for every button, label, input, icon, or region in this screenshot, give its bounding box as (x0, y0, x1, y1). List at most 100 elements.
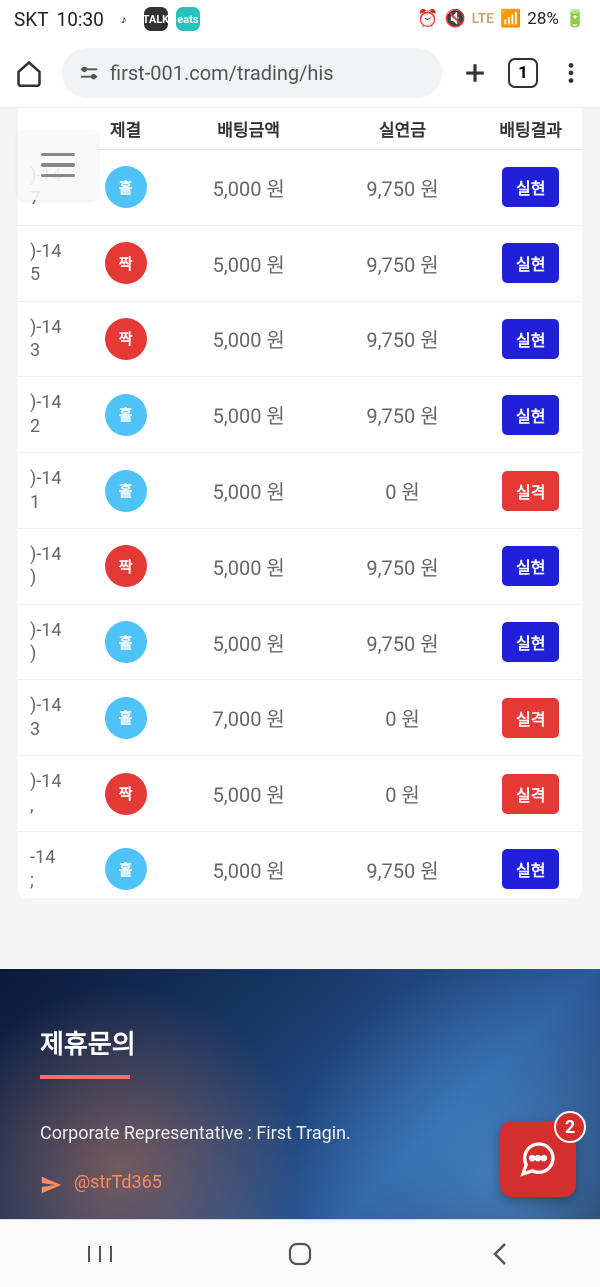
bet-chip: 홀 (105, 470, 147, 512)
bet-chip: 짝 (105, 318, 147, 360)
cell-payout: 9,750 원 (326, 150, 480, 226)
status-bar: SKT 10:30 ♪ TALK eats ⏰ 🔇 LTE 📶 28% 🔋 (0, 0, 600, 38)
th-result: 배팅결과 (479, 108, 582, 150)
cell-payout: 9,750 원 (326, 301, 480, 377)
cell-bet: 5,000 원 (172, 225, 326, 301)
tab-count[interactable]: 1 (508, 58, 538, 88)
bet-chip: 짝 (105, 545, 147, 587)
chat-icon (518, 1139, 558, 1179)
cell-payout: 9,750 원 (326, 832, 480, 898)
cell-date: )-145 (18, 225, 80, 301)
cell-date: )-142 (18, 377, 80, 453)
back-button[interactable] (480, 1234, 520, 1274)
bet-chip: 홀 (105, 166, 147, 208)
cell-bet: 5,000 원 (172, 150, 326, 226)
content-area: 제결 배팅금액 실연금 배팅결과 )-147홀5,000 원9,750 원실현)… (18, 108, 582, 898)
status-left: SKT 10:30 ♪ TALK eats (14, 7, 200, 31)
footer-underline (40, 1075, 130, 1079)
tiktok-icon: ♪ (112, 7, 136, 31)
table-row: )-145 짝 5,000 원9,750 원 실현 (18, 225, 582, 301)
cell-result: 실격 (479, 756, 582, 832)
cell-date: )-141 (18, 453, 80, 529)
th-payout: 실연금 (326, 108, 480, 150)
cell-result: 실격 (479, 680, 582, 756)
cell-bet: 5,000 원 (172, 604, 326, 680)
cell-date: )-143 (18, 680, 80, 756)
cell-date: )-14) (18, 528, 80, 604)
mute-icon: 🔇 (444, 9, 465, 29)
home-icon[interactable] (14, 58, 44, 88)
cell-type: 짝 (80, 756, 172, 832)
url-box[interactable]: first-001.com/trading/his (62, 48, 442, 98)
result-badge: 실격 (502, 774, 559, 814)
cell-payout: 0 원 (326, 680, 480, 756)
cell-date: )-14, (18, 756, 80, 832)
battery-label: 28% (527, 9, 559, 29)
tab-count-value: 1 (518, 63, 528, 83)
url-text: first-001.com/trading/his (110, 61, 334, 85)
cell-bet: 5,000 원 (172, 453, 326, 529)
menu-button[interactable] (18, 130, 98, 200)
cell-payout: 9,750 원 (326, 225, 480, 301)
result-badge: 실현 (502, 319, 559, 359)
chat-badge: 2 (554, 1111, 586, 1143)
status-right: ⏰ 🔇 LTE 📶 28% 🔋 (417, 9, 586, 29)
result-badge: 실현 (502, 395, 559, 435)
eats-icon: eats (176, 7, 200, 31)
table-row: )-142 홀 5,000 원9,750 원 실현 (18, 377, 582, 453)
battery-icon: 🔋 (565, 9, 586, 29)
bet-chip: 홀 (105, 621, 147, 663)
cell-date: )-143 (18, 301, 80, 377)
cell-type: 짝 (80, 528, 172, 604)
cell-result: 실현 (479, 377, 582, 453)
cell-type: 짝 (80, 225, 172, 301)
th-bet: 배팅금액 (172, 108, 326, 150)
result-badge: 실현 (502, 167, 559, 207)
cell-date: )-14) (18, 604, 80, 680)
cell-bet: 5,000 원 (172, 832, 326, 898)
cell-bet: 5,000 원 (172, 377, 326, 453)
result-badge: 실격 (502, 698, 559, 738)
home-button[interactable] (280, 1234, 320, 1274)
betting-table: 제결 배팅금액 실연금 배팅결과 )-147홀5,000 원9,750 원실현)… (18, 108, 582, 898)
cell-payout: 0 원 (326, 756, 480, 832)
table-row: )-143 짝 5,000 원9,750 원 실현 (18, 301, 582, 377)
cell-type: 홀 (80, 453, 172, 529)
cell-result: 실격 (479, 453, 582, 529)
new-tab-icon[interactable] (460, 58, 490, 88)
talk-icon: TALK (144, 7, 168, 31)
table-row: )-141홀5,000 원0 원실격 (18, 453, 582, 529)
carrier-label: SKT (14, 8, 49, 31)
bet-chip: 홀 (105, 394, 147, 436)
table-row: )-14)짝5,000 원9,750 원실현 (18, 528, 582, 604)
chat-button[interactable]: 2 (500, 1121, 576, 1197)
table-row: -14;홀5,000 원9,750 원실현 (18, 832, 582, 898)
cell-payout: 9,750 원 (326, 528, 480, 604)
cell-result: 실현 (479, 528, 582, 604)
recents-button[interactable] (80, 1234, 120, 1274)
cell-result: 실현 (479, 604, 582, 680)
bet-chip: 홀 (105, 848, 147, 890)
cell-date: -14; (18, 832, 80, 898)
cell-bet: 7,000 원 (172, 680, 326, 756)
bet-chip: 짝 (105, 242, 147, 284)
bet-chip: 홀 (105, 697, 147, 739)
cell-type: 홀 (80, 832, 172, 898)
cell-result: 실현 (479, 150, 582, 226)
table-row: )-14,짝5,000 원0 원실격 (18, 756, 582, 832)
result-badge: 실현 (502, 546, 559, 586)
footer-link[interactable]: @strTd365 (40, 1172, 560, 1193)
time-label: 10:30 (57, 8, 104, 31)
result-badge: 실현 (502, 243, 559, 283)
cell-payout: 9,750 원 (326, 377, 480, 453)
table-row: )-147홀5,000 원9,750 원실현 (18, 150, 582, 226)
cell-result: 실현 (479, 301, 582, 377)
more-icon[interactable] (556, 58, 586, 88)
lte-label: LTE (472, 11, 494, 27)
result-badge: 실현 (502, 622, 559, 662)
cell-bet: 5,000 원 (172, 301, 326, 377)
alarm-icon: ⏰ (417, 9, 438, 29)
footer-rep: Corporate Representative : First Tragin. (40, 1123, 560, 1144)
cell-type: 홀 (80, 604, 172, 680)
footer-title: 제휴문의 (40, 1024, 560, 1061)
